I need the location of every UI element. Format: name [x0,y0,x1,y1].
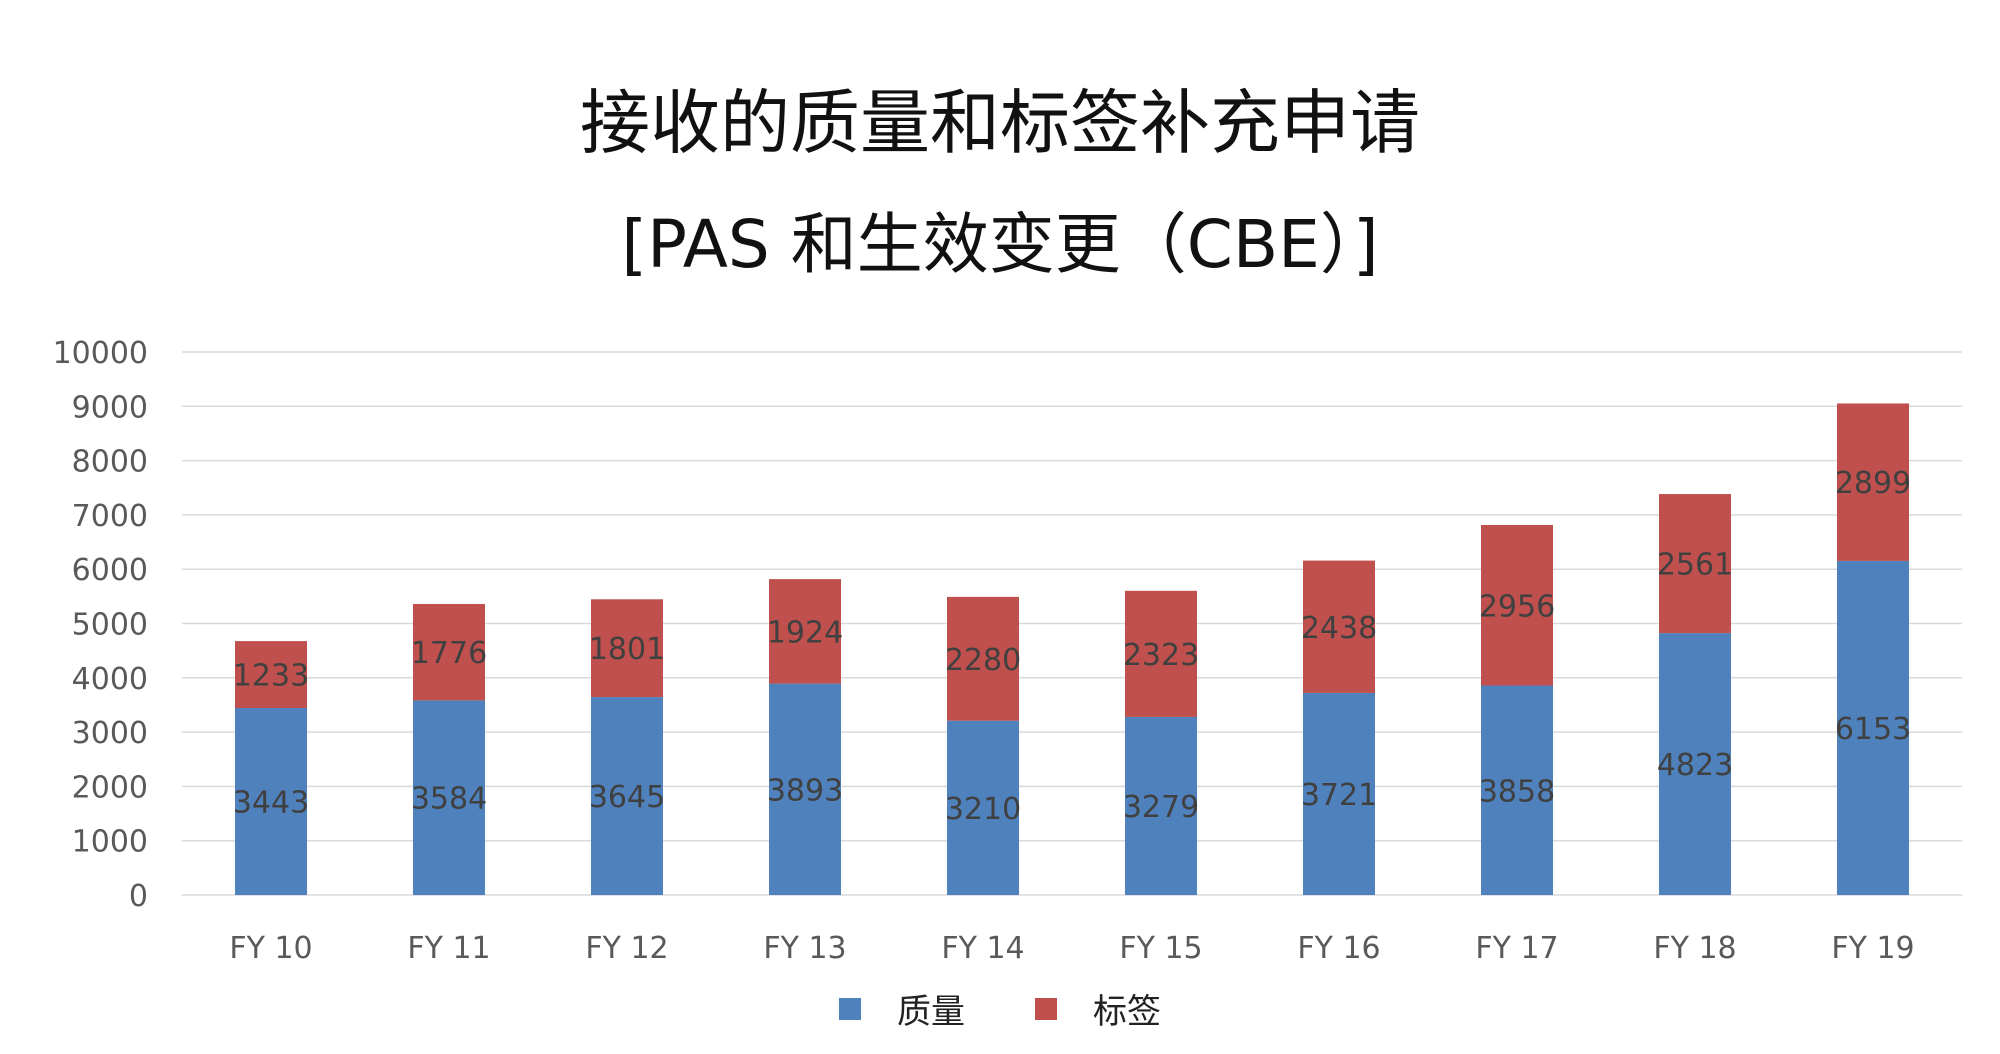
legend-item-quality: 质量 [839,984,965,1033]
y-tick-label: 2000 [72,770,148,805]
data-label-label: 2561 [1657,548,1733,583]
y-tick-label: 4000 [72,662,148,697]
data-label-quality: 3721 [1301,778,1377,813]
data-label-quality: 3645 [589,780,665,815]
data-label-label: 2323 [1123,638,1199,673]
bar-label [769,579,841,684]
data-label-label: 2899 [1835,466,1911,501]
bar-quality [1659,633,1731,895]
bar-label [1837,403,1909,561]
bar-quality [769,683,841,895]
bar-quality [947,720,1019,895]
x-tick-label: FY 10 [229,931,312,966]
data-label-label: 1801 [589,632,665,667]
x-tick-label: FY 12 [585,931,668,966]
x-tick-label: FY 13 [763,931,846,966]
bar-quality [1481,685,1553,895]
y-tick-label: 0 [129,879,148,914]
x-tick-label: FY 14 [941,931,1024,966]
bar-label [413,603,485,701]
y-tick-label: 7000 [72,499,148,534]
data-label-quality: 3279 [1123,790,1199,825]
bar-label [1481,524,1553,686]
data-label-label: 2438 [1301,611,1377,646]
x-tick-label: FY 15 [1119,931,1202,966]
y-tick-label: 8000 [72,445,148,480]
bar-label [1659,494,1731,634]
bar-quality [1837,560,1909,895]
bar-quality [1125,716,1197,895]
bar-label [591,599,663,698]
legend-label-quality: 质量 [897,992,965,1032]
data-label-label: 2956 [1479,589,1555,624]
y-tick-label: 10000 [53,336,148,371]
y-tick-label: 3000 [72,716,148,751]
legend-label-label: 标签 [1093,992,1161,1032]
legend-swatch-label [1035,997,1057,1020]
data-label-label: 1776 [411,636,487,671]
y-tick-label: 5000 [72,608,148,643]
data-label-quality: 6153 [1835,712,1911,747]
bar-quality [413,700,485,895]
bar-label [1303,560,1375,693]
legend-item-label: 标签 [1035,984,1161,1033]
y-tick-label: 6000 [72,553,148,588]
x-tick-label: FY 16 [1297,931,1380,966]
bar-label [1125,590,1197,717]
bar-quality [591,697,663,895]
data-label-quality: 3893 [767,773,843,808]
data-label-label: 2280 [945,643,1021,678]
y-tick-label: 1000 [72,825,148,860]
chart-title: 接收的质量和标签补充申请 [580,82,1420,164]
x-tick-label: FY 17 [1475,931,1558,966]
data-label-quality: 3584 [411,782,487,817]
data-label-quality: 3210 [945,792,1021,827]
x-tick-label: FY 19 [1831,931,1914,966]
legend: 质量 标签 [0,984,2000,1033]
bar-quality [1303,692,1375,895]
x-tick-label: FY 11 [407,931,490,966]
data-label-quality: 4823 [1657,748,1733,783]
chart-subtitle: [PAS 和生效变更（CBE）] [621,206,1379,283]
y-tick-label: 9000 [72,390,148,425]
bar-label [235,641,307,709]
data-label-label: 1233 [233,659,309,694]
bar-quality [235,708,307,895]
x-tick-label: FY 18 [1653,931,1736,966]
data-label-label: 1924 [767,615,843,650]
data-label-quality: 3443 [233,786,309,821]
data-label-quality: 3858 [1479,774,1555,809]
legend-swatch-quality [839,997,861,1020]
bar-label [947,596,1019,721]
